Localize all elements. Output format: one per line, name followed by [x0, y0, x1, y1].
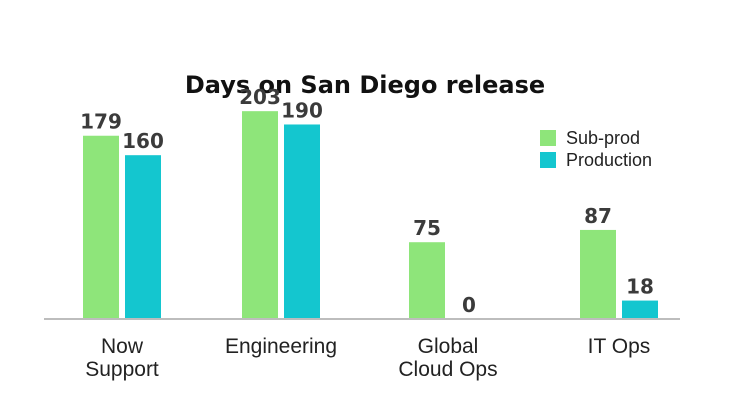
value-label-sub-prod-2: 203: [239, 85, 281, 109]
bar-sub-prod-2: [242, 111, 278, 320]
value-label-sub-prod-1: 179: [80, 110, 122, 134]
bar-sub-prod-1: [83, 135, 119, 319]
bars: [83, 111, 658, 320]
value-label-sub-prod-3: 75: [413, 216, 441, 240]
bar-production-2: [284, 124, 320, 319]
category-label-3-line-1: Global: [418, 335, 479, 358]
legend-swatch-sub-prod: [540, 130, 556, 146]
value-label-sub-prod-4: 87: [584, 204, 612, 228]
legend-label-production: Production: [566, 150, 652, 170]
value-label-production-2: 190: [281, 98, 323, 122]
legend-swatch-production: [540, 152, 556, 168]
value-label-production-4: 18: [626, 275, 654, 299]
value-label-production-1: 160: [122, 129, 164, 153]
bar-production-1: [125, 155, 161, 319]
chart-title: Days on San Diego release: [185, 71, 545, 99]
category-label-2-line-1: Engineering: [225, 335, 337, 358]
legend-label-sub-prod: Sub-prod: [566, 128, 640, 148]
category-label-3-line-2: Cloud Ops: [398, 358, 497, 381]
category-label-1-line-1: Now: [101, 335, 144, 358]
bar-sub-prod-4: [580, 229, 616, 319]
value-label-production-3: 0: [462, 293, 476, 317]
category-label-1-line-2: Support: [85, 358, 159, 381]
category-label-4-line-1: IT Ops: [588, 335, 651, 358]
bar-sub-prod-3: [409, 242, 445, 319]
bar-production-4: [622, 300, 658, 319]
